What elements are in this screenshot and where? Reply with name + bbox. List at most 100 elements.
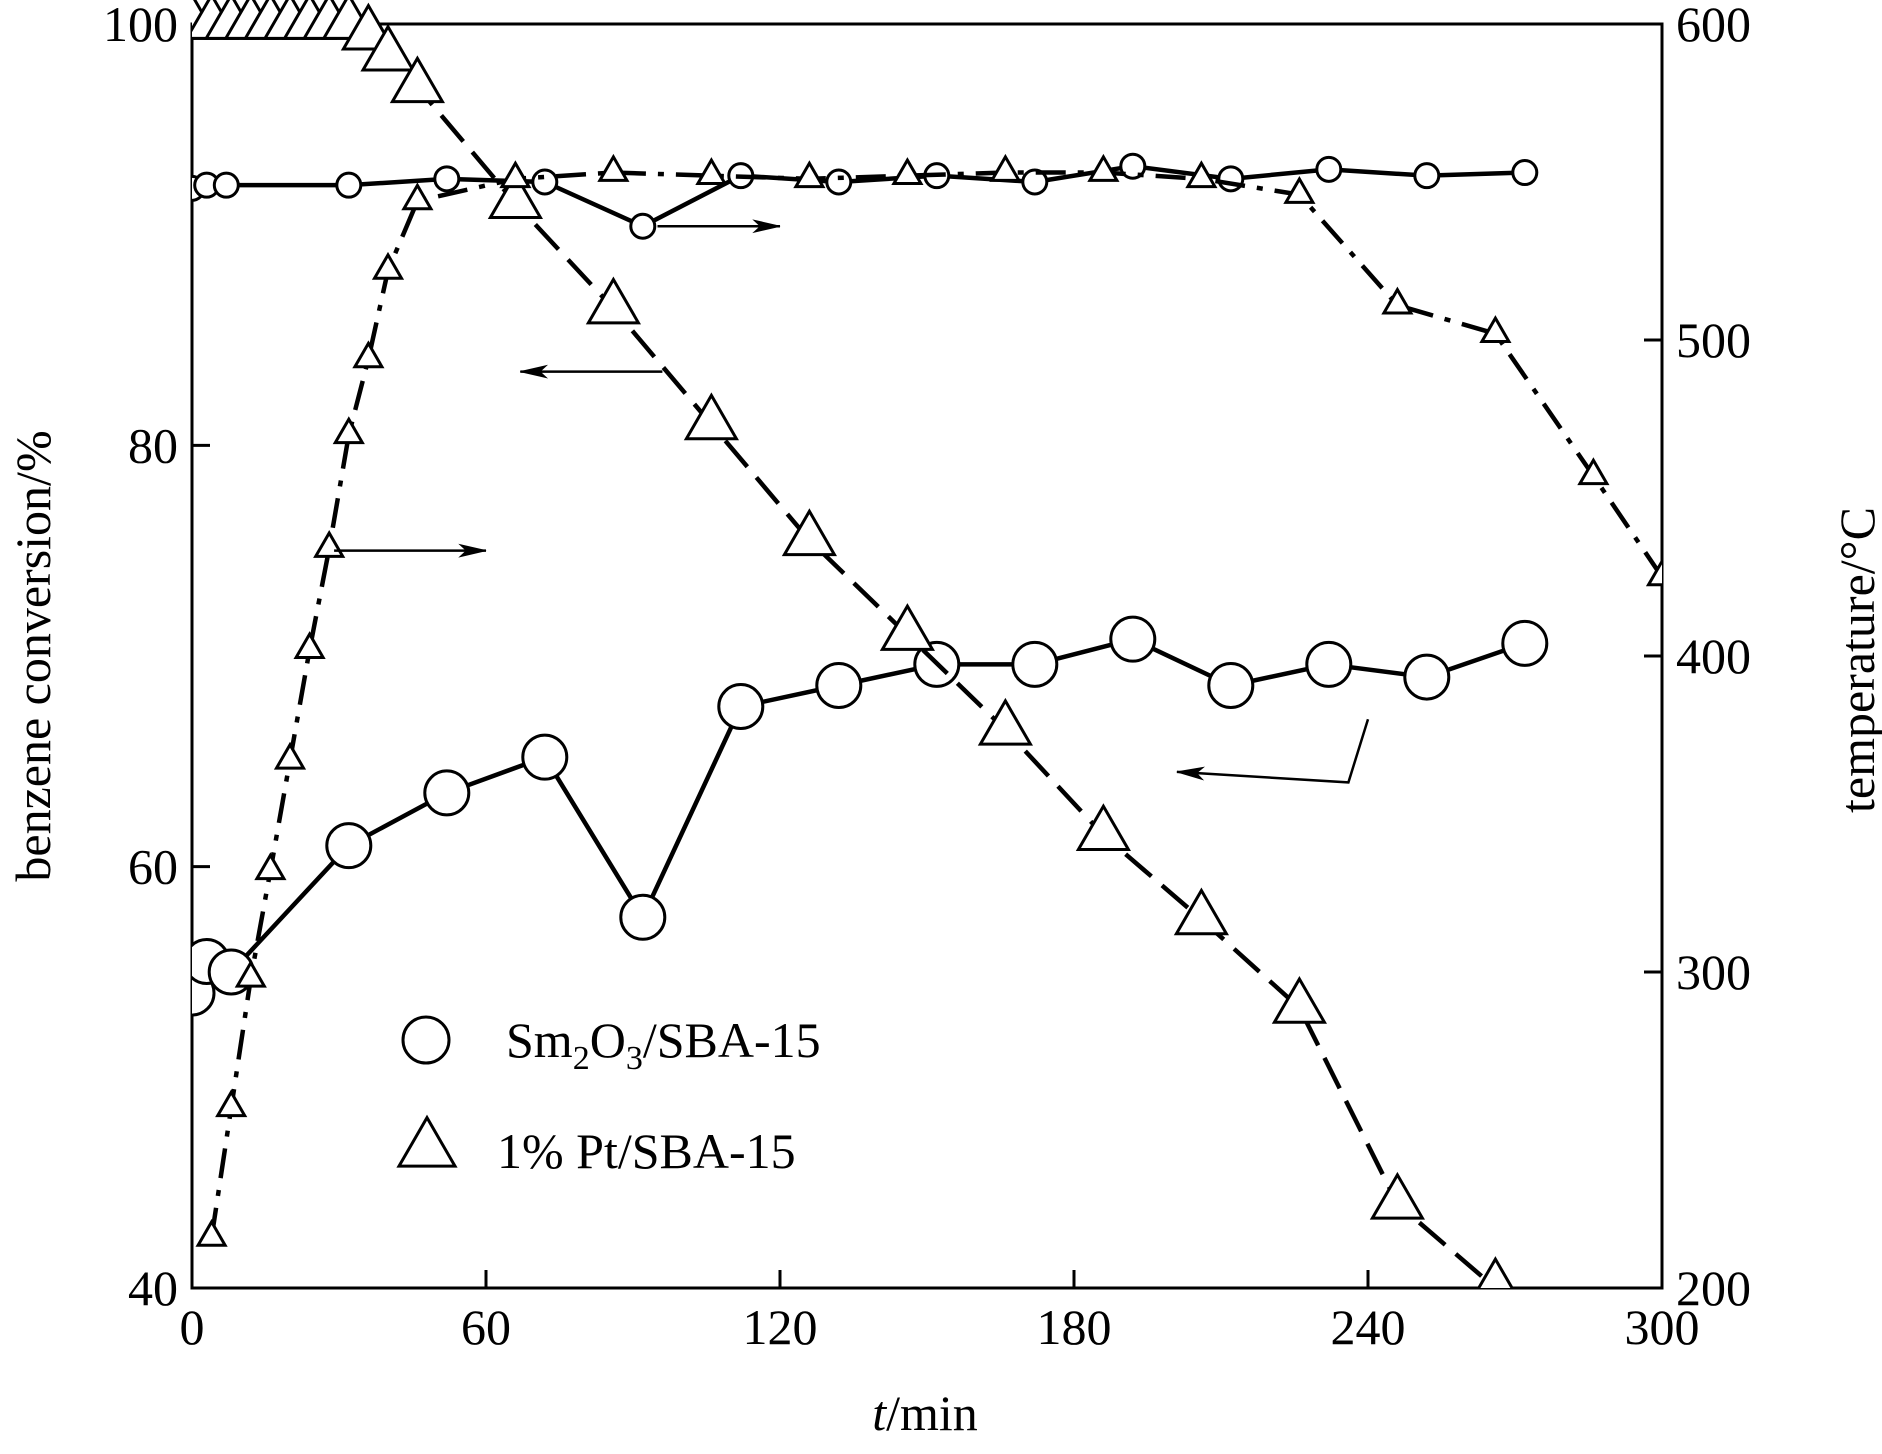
x-tick-label: 60 [461,1299,511,1355]
point-pt-conversion [1477,1256,1514,1288]
point-sm-temperature [1315,155,1343,183]
point-sm-temperature [1119,152,1147,180]
point-sm-temperature [1413,162,1441,190]
series-sm-temperature [192,152,1539,240]
arrow-head [1176,766,1205,781]
series-pt-temperature [195,153,1662,1247]
x-tick-label: 120 [743,1299,818,1355]
point-sm-temperature [825,168,853,196]
legend-subscript: 2 [573,1040,590,1077]
point-sm-temperature [629,212,657,240]
point-pt-temperature [352,340,385,369]
point-sm-temperature [335,171,363,199]
legend-subscript: 3 [626,1040,643,1077]
series-pt-conversion [192,0,1514,1288]
point-pt-conversion [683,392,739,441]
annotation-arrow-1 [657,219,781,234]
point-sm-temperature [1217,165,1245,193]
legend-part: /SBA-15 [643,1012,821,1068]
point-pt-temperature [891,157,924,185]
point-pt-temperature [597,153,630,182]
point-pt-conversion [389,55,445,104]
point-pt-temperature [1645,558,1662,587]
series-line-sm-temperature [192,163,1525,229]
series-line-pt-temperature [209,170,1662,1238]
legend-marker-triangle [396,1114,458,1168]
y-right-tick-label: 500 [1676,312,1751,368]
point-pt-temperature [989,153,1022,182]
point-pt-temperature [195,1218,228,1247]
point-sm-conversion [815,661,863,709]
point-pt-conversion [360,23,416,72]
arrow-head [752,219,781,234]
point-pt-conversion [781,508,837,557]
point-pt-temperature [499,160,532,189]
point-sm-conversion [325,822,373,870]
point-sm-conversion [1109,615,1157,663]
point-pt-temperature [1577,457,1610,486]
point-sm-conversion [1501,619,1549,667]
x-tick-label: 0 [180,1299,205,1355]
y-axis-right: 200 300 400 500 600 [1644,0,1751,1316]
point-pt-temperature [1381,286,1414,315]
x-axis-title-unit: /min [886,1385,978,1441]
point-pt-temperature [401,182,434,211]
point-pt-temperature [1185,160,1218,189]
point-pt-conversion [879,603,935,651]
arrow-head [520,364,549,379]
legend-part: Sm [506,1012,573,1068]
point-pt-temperature [1087,153,1120,182]
point-pt-conversion [1173,887,1229,936]
point-sm-conversion [423,769,471,817]
x-axis-title: t/min [872,1385,978,1441]
y-left-tick-label: 40 [128,1260,178,1316]
point-sm-conversion [1403,653,1451,701]
point-pt-conversion [1369,1171,1425,1220]
point-pt-temperature [234,959,267,988]
series-layer [192,0,1662,1288]
point-sm-conversion [1011,640,1059,688]
point-pt-conversion [1075,803,1131,851]
y-axis-left-title: benzene conversion/% [5,430,61,881]
annotation-arrow-2 [520,364,663,379]
point-pt-conversion [1271,975,1327,1024]
point-pt-temperature [371,251,405,280]
legend-circle-marker [401,1015,451,1065]
point-sm-conversion [1305,640,1353,688]
x-tick-label: 180 [1037,1299,1112,1355]
point-pt-temperature [332,416,365,445]
point-sm-conversion [1207,661,1255,709]
x-tick-label: 240 [1331,1299,1406,1355]
x-axis: 0 60 120 180 240 300 [180,1270,1700,1355]
point-pt-temperature [254,852,287,881]
point-pt-conversion [977,697,1033,746]
point-pt-conversion [487,171,543,219]
point-sm-conversion [619,893,667,941]
point-sm-temperature [212,171,240,199]
point-sm-conversion [521,733,569,781]
y-right-tick-label: 600 [1676,0,1751,52]
point-pt-temperature [313,529,346,558]
point-sm-conversion [717,683,765,731]
legend-entry-pt: 1% Pt/SBA-15 [497,1123,796,1179]
y-right-tick-label: 200 [1676,1260,1751,1316]
x-axis-title-variable: t [872,1385,887,1441]
y-left-tick-label: 100 [103,0,178,52]
legend: Sm2O3/SBA-15 1% Pt/SBA-15 [396,1012,821,1179]
point-pt-conversion [585,276,641,325]
legend-triangle-marker [396,1114,458,1168]
point-pt-temperature [273,741,307,770]
point-pt-temperature [793,160,826,189]
annotation-arrow-3 [334,543,487,558]
x-tick-label: 300 [1625,1299,1700,1355]
point-pt-temperature [695,157,728,185]
legend-marker-circle [401,1015,451,1065]
point-pt-temperature [215,1089,248,1118]
point-pt-temperature [1479,315,1512,343]
legend-part: O [590,1012,626,1068]
y-right-tick-label: 300 [1676,944,1751,1000]
point-pt-temperature [1283,176,1316,204]
point-sm-temperature [1021,168,1049,196]
annotation-layer [334,219,1370,784]
